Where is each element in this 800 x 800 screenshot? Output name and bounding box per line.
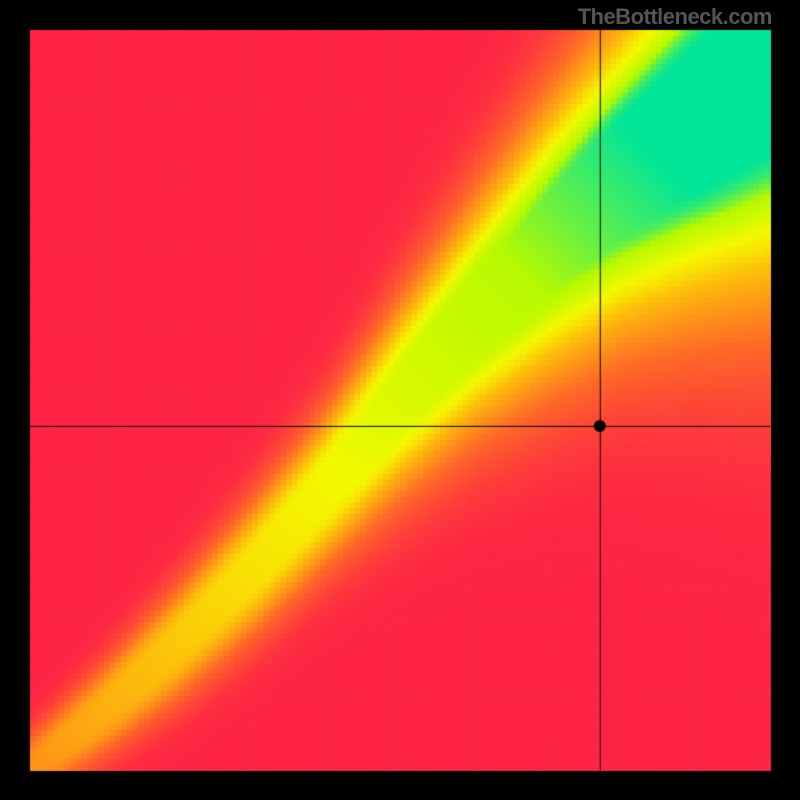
watermark-text: TheBottleneck.com xyxy=(578,4,772,30)
